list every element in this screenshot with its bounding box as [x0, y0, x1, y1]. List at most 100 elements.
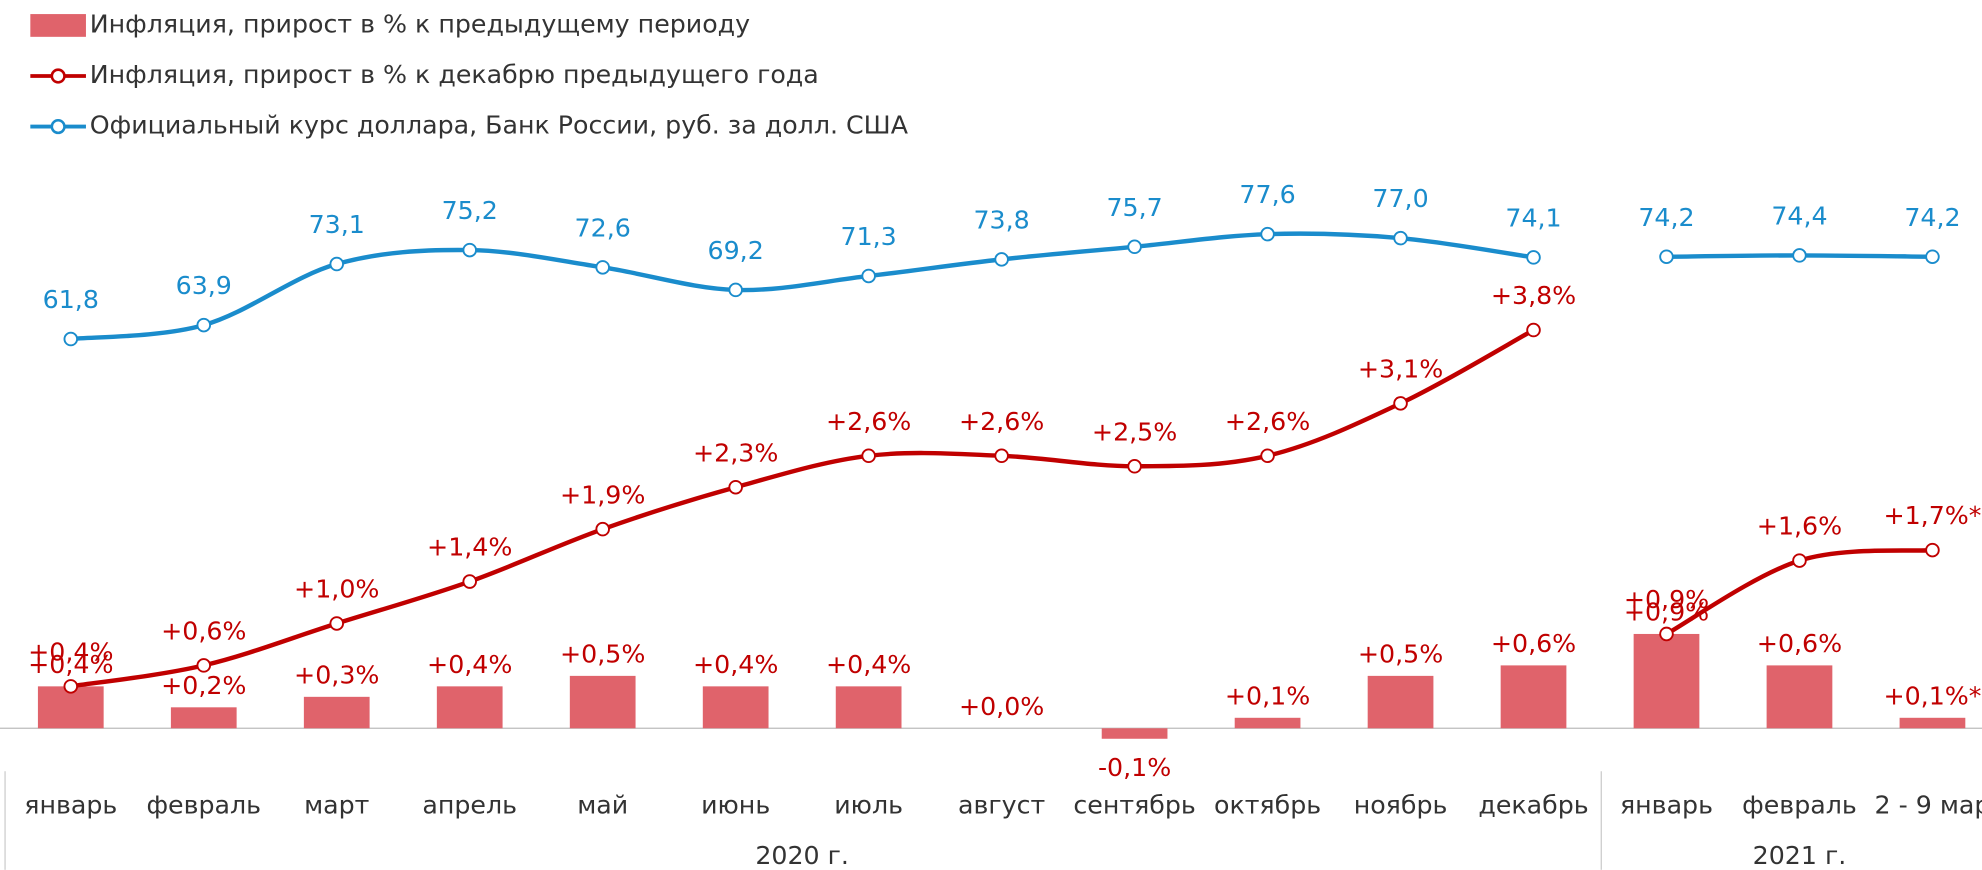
line-value-label: +1,9% [560, 480, 645, 509]
legend-label: Официальный курс доллара, Банк России, р… [90, 111, 909, 140]
x-tick-label: апрель [422, 791, 517, 820]
bar [835, 686, 902, 729]
line-value-label: +1,4% [427, 533, 512, 562]
line-value-label: 74,2 [1638, 203, 1694, 232]
line-value-label: +1,0% [294, 575, 379, 604]
x-tick-label: февраль [146, 791, 261, 820]
bar [569, 675, 636, 729]
line-marker [196, 317, 212, 333]
group-label: 2020 г. [755, 841, 849, 870]
line-value-label: +3,8% [1491, 281, 1576, 310]
legend-label: Инфляция, прирост в % к предыдущему пери… [90, 9, 750, 38]
legend-label: Инфляция, прирост в % к декабрю предыдущ… [90, 60, 819, 89]
line-marker [1393, 230, 1408, 246]
line-value-label: 61,8 [43, 285, 99, 314]
bar [1101, 728, 1168, 739]
bar [1500, 665, 1567, 729]
line-marker [63, 331, 79, 347]
x-tick-label: август [958, 791, 1045, 820]
line-value-label: 77,0 [1372, 184, 1428, 213]
bar [702, 686, 769, 729]
legend-swatch [30, 14, 86, 37]
line-marker [994, 252, 1009, 267]
line-value-label: +0,4% [28, 637, 113, 666]
line-marker [1792, 248, 1807, 263]
bar-value-label: +0,4% [28, 650, 113, 679]
bar-value-label: +0,4% [427, 650, 512, 679]
bar-value-label: +0,3% [294, 661, 379, 690]
legend-marker [50, 68, 66, 84]
bar [1899, 717, 1966, 729]
bar-value-label: +0,0% [959, 692, 1044, 721]
bar-value-label: +0,5% [560, 640, 645, 669]
bar [303, 696, 370, 729]
bar [170, 707, 237, 729]
line-value-label: +3,1% [1358, 355, 1443, 384]
bar-value-label: +0,6% [1757, 629, 1842, 658]
bar [1633, 633, 1700, 729]
line [70, 231, 1534, 342]
bar-value-label: +0,1% [1225, 682, 1310, 711]
line-value-label: 73,8 [973, 205, 1029, 234]
line-marker [1659, 249, 1674, 264]
x-tick-label: июль [834, 791, 903, 820]
x-tick-label: июнь [701, 791, 770, 820]
line-value-label: +2,6% [1225, 407, 1310, 436]
bar [1367, 675, 1434, 729]
x-tick-label: 2 - 9 мар [1874, 791, 1982, 820]
x-tick-label: май [577, 791, 628, 820]
line [70, 328, 1535, 689]
line-value-label: 75,2 [442, 196, 498, 225]
line-marker [462, 574, 477, 589]
line-value-label: 71,3 [841, 222, 897, 251]
line-value-label: 63,9 [176, 271, 232, 300]
line-marker [1659, 626, 1674, 642]
line-value-label: +2,6% [959, 407, 1044, 436]
line-value-label: 69,2 [708, 236, 764, 265]
line-marker [595, 260, 610, 275]
line-marker [728, 479, 743, 495]
bar-value-label: +0,4% [826, 650, 911, 679]
line-marker [1260, 448, 1275, 464]
group-label: 2021 г. [1753, 841, 1847, 870]
line-marker [1925, 249, 1940, 264]
line-marker [1127, 458, 1142, 474]
line-value-label: +2,6% [826, 407, 911, 436]
line-marker [329, 256, 345, 272]
line-marker [1792, 553, 1807, 568]
x-tick-label: ноябрь [1354, 791, 1448, 820]
line-value-label: +0,6% [161, 617, 246, 646]
bar-value-label: +0,6% [1491, 629, 1576, 658]
line-marker [1526, 322, 1541, 338]
line-value-label: 74,1 [1505, 203, 1561, 232]
x-tick-label: сентябрь [1073, 791, 1195, 820]
line-value-label: 73,1 [309, 210, 365, 239]
bar [1234, 717, 1301, 729]
line-value-label: +1,6% [1757, 512, 1842, 541]
bar-value-label: -0,1% [1098, 753, 1171, 782]
line-marker [728, 282, 743, 298]
line-value-label: 75,7 [1106, 193, 1162, 222]
line-marker [196, 658, 212, 673]
line-value-label: 74,2 [1904, 203, 1960, 232]
bar-value-label: +0,2% [161, 671, 246, 700]
line-value-label: +1,7%* [1883, 501, 1981, 530]
line-marker [861, 448, 876, 464]
bar-value-label: +0,5% [1358, 640, 1443, 669]
line-marker [861, 268, 876, 284]
line-value-label: +0,9% [1624, 585, 1709, 614]
bar [1766, 665, 1833, 729]
line-value-label: 77,6 [1239, 180, 1295, 209]
x-tick-label: февраль [1742, 791, 1857, 820]
line-value-label: 72,6 [575, 213, 631, 242]
bar-value-label: +0,1%* [1883, 682, 1981, 711]
line-marker [1526, 250, 1541, 265]
line-value-label: +2,3% [693, 438, 778, 467]
line-marker [994, 448, 1009, 464]
line-marker [462, 242, 477, 258]
line-marker [1393, 396, 1408, 411]
line-marker [1127, 239, 1142, 255]
x-tick-label: март [304, 791, 369, 820]
x-tick-label: октябрь [1214, 791, 1321, 820]
